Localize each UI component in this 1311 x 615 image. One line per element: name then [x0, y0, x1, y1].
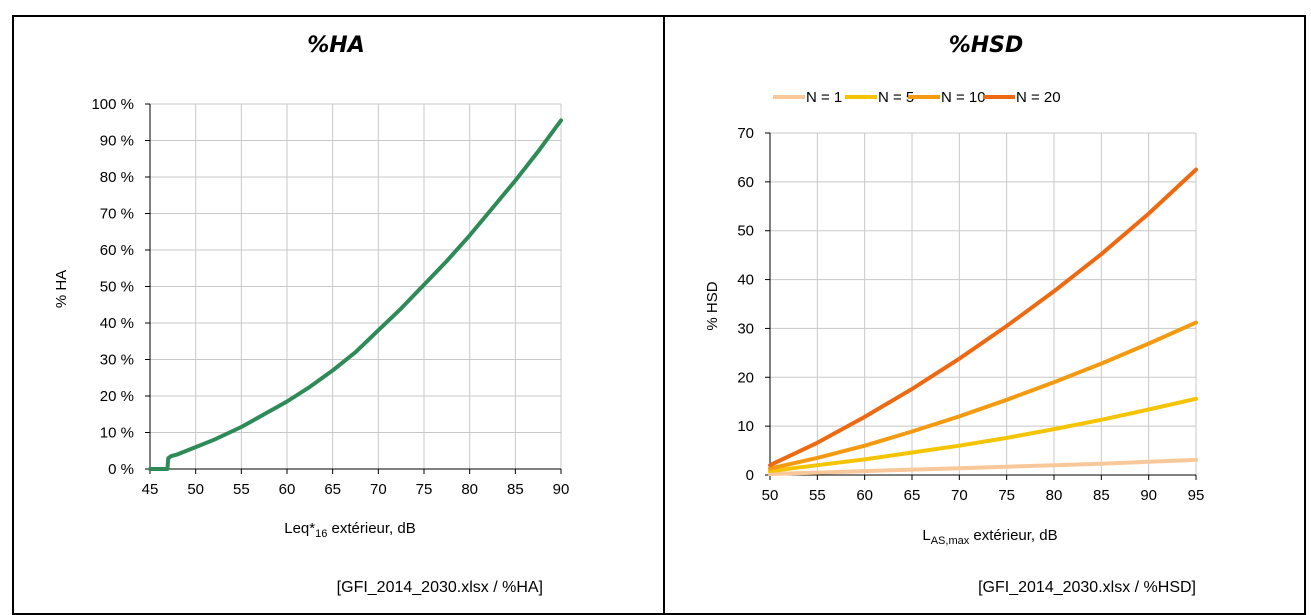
y-tick-label: 40 — [737, 272, 754, 289]
y-tick-label: 10 % — [100, 425, 134, 442]
x-tick-label: 50 — [187, 481, 204, 498]
y-tick-label: 60 % — [100, 242, 134, 259]
charts-canvas: %HA Leq*16 extérieur, dB % HA [GFI_2014_… — [53, 33, 1205, 596]
y-tick-label: 20 % — [100, 388, 134, 405]
chart1-ylabel: % HA — [53, 270, 70, 308]
y-tick-label: 10 — [737, 418, 754, 435]
x-tick-label: 50 — [762, 487, 779, 504]
series-line-n-10 — [768, 320, 1198, 471]
chart2-ylabel: % HSD — [704, 281, 721, 330]
x-tick-label: 60 — [856, 487, 873, 504]
series-line-0 — [148, 118, 563, 471]
x-tick-label: 95 — [1188, 487, 1205, 504]
y-tick-label: 90 % — [100, 133, 134, 150]
legend-label: N = 1 — [806, 89, 842, 106]
x-tick-label: 75 — [416, 481, 433, 498]
y-tick-label: 0 — [746, 467, 754, 484]
x-tick-label: 70 — [951, 487, 968, 504]
y-tick-label: 50 % — [100, 279, 134, 296]
y-tick-label: 70 — [737, 125, 754, 142]
panel-divider — [663, 15, 665, 615]
y-tick-label: 30 — [737, 320, 754, 337]
y-tick-label: 0 % — [108, 461, 134, 478]
x-tick-label: 45 — [142, 481, 159, 498]
chart1-xlabel: Leq*16 extérieur, dB — [284, 520, 416, 540]
x-tick-label: 75 — [998, 487, 1015, 504]
x-tick-label: 90 — [1140, 487, 1157, 504]
chart2-title: %HSD — [949, 33, 1024, 58]
x-tick-label: 65 — [324, 481, 341, 498]
x-tick-label: 80 — [1046, 487, 1063, 504]
series-line-n-5 — [768, 396, 1198, 474]
x-tick-label: 55 — [809, 487, 826, 504]
y-tick-label: 30 % — [100, 352, 134, 369]
y-tick-label: 100 % — [91, 96, 134, 113]
x-tick-label: 80 — [461, 481, 478, 498]
chart2-source: [GFI_2014_2030.xlsx / %HSD] — [978, 579, 1196, 596]
x-tick-label: 85 — [1093, 487, 1110, 504]
y-tick-label: 70 % — [100, 206, 134, 223]
y-tick-label: 50 — [737, 223, 754, 240]
x-tick-label: 65 — [904, 487, 921, 504]
y-tick-label: 40 % — [100, 315, 134, 332]
chart1-source: [GFI_2014_2030.xlsx / %HA] — [337, 579, 543, 596]
x-tick-label: 90 — [553, 481, 570, 498]
legend-label: N = 5 — [878, 89, 914, 106]
series-line-n-20 — [768, 167, 1198, 468]
x-tick-label: 85 — [507, 481, 524, 498]
legend-label: N = 20 — [1016, 89, 1061, 106]
x-tick-label: 60 — [279, 481, 296, 498]
y-tick-label: 20 — [737, 369, 754, 386]
chart2-xlabel: LAS,max extérieur, dB — [922, 527, 1057, 547]
y-tick-label: 60 — [737, 174, 754, 191]
series-line-n-1 — [768, 457, 1198, 476]
legend-label: N = 10 — [941, 89, 986, 106]
x-tick-label: 55 — [233, 481, 250, 498]
chart1-title: %HA — [307, 33, 364, 58]
x-tick-label: 70 — [370, 481, 387, 498]
y-tick-label: 80 % — [100, 169, 134, 186]
